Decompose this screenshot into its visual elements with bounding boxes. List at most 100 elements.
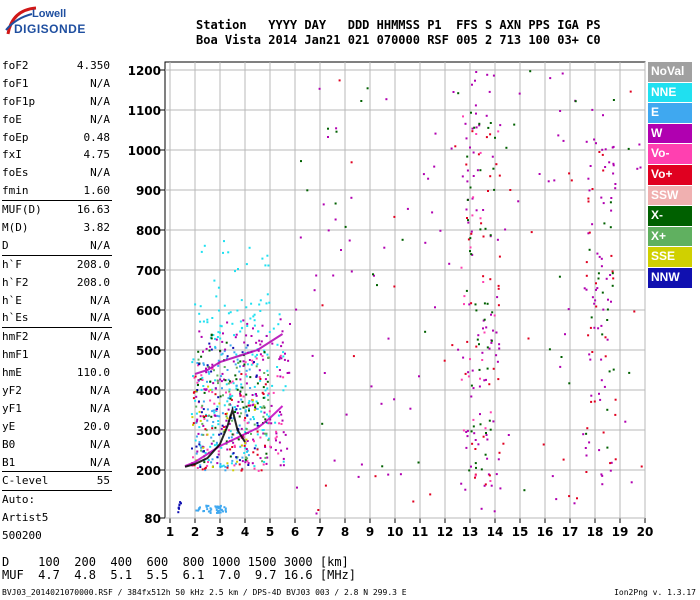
echo-point [488,419,491,422]
echo-point [224,348,227,351]
echo-point [600,324,603,327]
echo-point [219,331,221,334]
echo-point [219,505,222,508]
echo-point [215,338,218,341]
param-label: Artist5 [2,511,49,525]
param-value: 208.0 [76,257,110,271]
echo-point [443,359,446,362]
echo-point [469,146,471,149]
y-tick-label: 500 [136,344,161,358]
echo-point [217,286,220,289]
echo-point [490,341,493,344]
echo-point [202,415,205,418]
scaled-parameters-panel: foF2 4.350 foF1 N/A foF1p N/A foE N/A foEp 0.48 fx… [2,57,112,545]
echo-point [274,449,277,451]
echo-point [261,391,264,394]
echo-point [230,436,233,439]
echo-point [210,415,213,418]
echo-point [231,433,234,436]
echo-point [225,357,228,360]
echo-point [200,449,203,452]
echo-point [268,301,271,304]
echo-point [226,417,229,420]
echo-point [576,497,578,500]
echo-point [214,387,217,390]
echo-point [279,464,282,467]
echo-point [211,425,214,428]
echo-point [593,326,596,329]
param-value: N/A [90,401,110,415]
echo-point [279,356,282,359]
echo-point [236,431,239,434]
echo-point [216,456,219,459]
echo-point [244,442,247,445]
echo-point [234,270,236,273]
echo-point [463,303,465,306]
echo-point [266,380,269,383]
echo-point [256,363,259,366]
echo-point [480,222,483,225]
echo-point [229,381,232,384]
echo-point [282,431,285,434]
echo-point [485,326,488,329]
echo-point [211,367,214,370]
echo-point [204,452,207,454]
muf-table: D 100 200 400 600 800 1000 1500 3000 [km… [2,556,356,582]
echo-point [477,334,480,337]
echo-point [612,162,615,165]
echo-point [224,413,227,415]
echo-point [257,330,260,333]
echo-point [234,406,236,409]
echo-point [253,319,256,322]
echo-point [244,373,247,376]
echo-point [284,352,286,355]
echo-point [495,163,498,166]
echo-point [463,295,466,298]
echo-point [239,378,242,381]
echo-point [495,331,498,334]
echo-point [284,433,287,436]
echo-point [614,413,617,416]
echo-point [262,429,265,431]
x-tick-label: 11 [412,525,429,539]
echo-point [250,432,252,435]
echo-point [255,400,258,403]
echo-point [348,239,351,242]
legend-item: NNW [648,267,692,288]
echo-point [228,429,231,432]
echo-point [256,422,259,424]
echo-point [242,395,245,398]
echo-point [266,456,269,459]
echo-point [591,188,594,190]
echo-point [193,376,196,379]
echo-point [350,270,353,273]
echo-point [518,92,521,95]
echo-point [612,277,615,280]
echo-point [601,333,604,336]
param-row: B0 N/A [2,436,112,454]
param-label: 500200 [2,529,42,543]
echo-point [478,343,480,346]
echo-point [205,505,208,508]
echo-point [311,354,314,357]
echo-point [258,376,261,379]
echo-point [209,345,212,348]
echo-point [466,340,469,343]
echo-point [230,398,233,401]
echo-point [219,463,222,465]
echo-point [464,122,467,125]
echo-point [222,426,225,428]
echo-point [219,466,222,468]
echo-point [202,385,205,387]
echo-point [606,338,609,341]
echo-point [476,338,479,341]
echo-point [256,453,259,456]
echo-point [255,341,258,344]
echo-point [282,389,285,392]
echo-point [267,415,270,418]
echo-point [212,433,215,436]
echo-point [491,155,494,158]
echo-point [244,417,247,419]
echo-point [479,413,481,416]
param-value: N/A [90,455,110,469]
